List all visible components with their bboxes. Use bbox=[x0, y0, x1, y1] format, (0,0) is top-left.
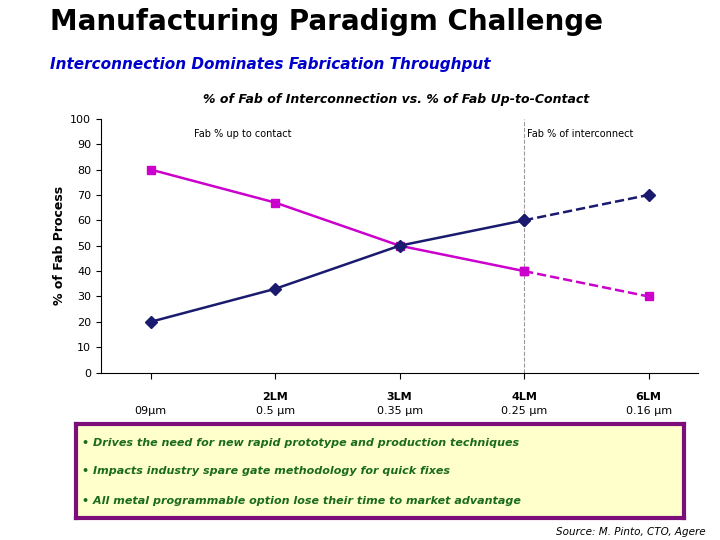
Text: 6LM: 6LM bbox=[636, 392, 662, 402]
Text: Manufacturing Paradigm Challenge: Manufacturing Paradigm Challenge bbox=[50, 8, 603, 36]
Text: • All metal programmable option lose their time to market advantage: • All metal programmable option lose the… bbox=[81, 496, 521, 507]
Text: Fab % up to contact: Fab % up to contact bbox=[194, 129, 292, 139]
Text: 0.5 μm: 0.5 μm bbox=[256, 406, 294, 416]
Text: 0.16 μm: 0.16 μm bbox=[626, 406, 672, 416]
Text: 0.35 μm: 0.35 μm bbox=[377, 406, 423, 416]
Text: 09μm: 09μm bbox=[135, 406, 166, 416]
Text: Source: M. Pinto, CTO, Agere: Source: M. Pinto, CTO, Agere bbox=[556, 527, 706, 537]
Text: Fab % of interconnect: Fab % of interconnect bbox=[526, 129, 633, 139]
Y-axis label: % of Fab Process: % of Fab Process bbox=[53, 186, 66, 305]
Text: % of Fab of Interconnection vs. % of Fab Up-to-Contact: % of Fab of Interconnection vs. % of Fab… bbox=[203, 93, 589, 106]
Text: • Drives the need for new rapid prototype and production techniques: • Drives the need for new rapid prototyp… bbox=[81, 438, 519, 448]
Text: 0.25 μm: 0.25 μm bbox=[501, 406, 547, 416]
Text: 2LM: 2LM bbox=[262, 392, 288, 402]
Text: 4LM: 4LM bbox=[511, 392, 537, 402]
Text: Interconnection Dominates Fabrication Throughput: Interconnection Dominates Fabrication Th… bbox=[50, 57, 491, 72]
Text: • Impacts industry spare gate methodology for quick fixes: • Impacts industry spare gate methodolog… bbox=[81, 466, 450, 476]
Text: 3LM: 3LM bbox=[387, 392, 413, 402]
